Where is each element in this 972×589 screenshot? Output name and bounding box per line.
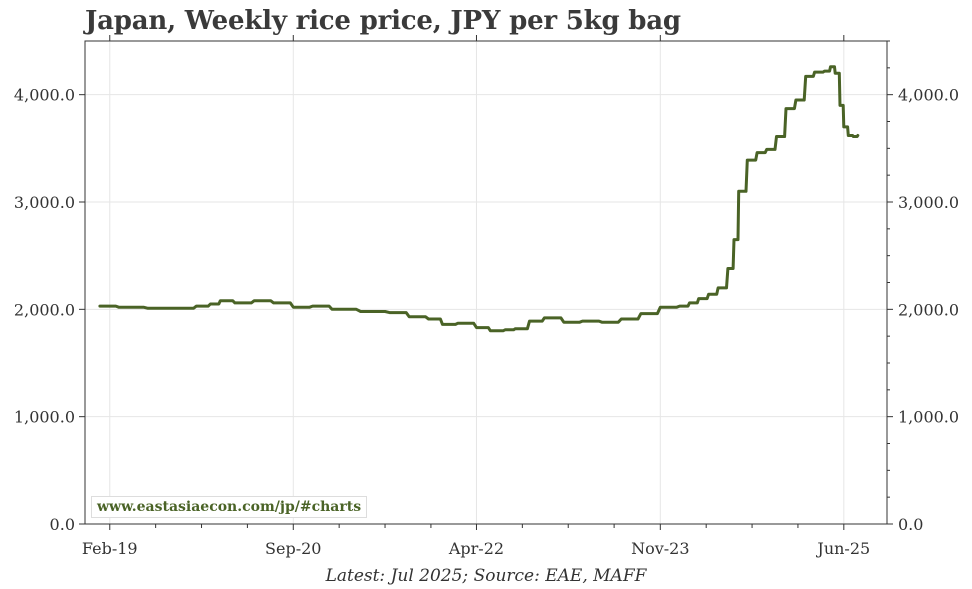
x-tick-label: Sep-20 bbox=[265, 539, 321, 558]
axis-labels: 0.0 0.0 1,000.0 1,000.0 2,000.0 2,000.0 3,000.… bbox=[14, 86, 959, 558]
series-line bbox=[98, 65, 860, 333]
y-tick-label-right: 1,000.0 bbox=[898, 408, 959, 427]
axis-ticks bbox=[79, 35, 893, 530]
y-tick-label-left: 4,000.0 bbox=[14, 86, 75, 105]
grid bbox=[85, 41, 887, 524]
y-tick-label-right: 0.0 bbox=[898, 515, 923, 534]
chart-title: Japan, Weekly rice price, JPY per 5kg ba… bbox=[85, 6, 681, 36]
x-tick-label: Jun-25 bbox=[815, 539, 870, 558]
plot-frame bbox=[84, 40, 888, 525]
watermark-badge: www.eastasiaecon.com/jp/#charts bbox=[91, 496, 368, 518]
y-tick-label-right: 3,000.0 bbox=[898, 193, 959, 212]
x-tick-label: Apr-22 bbox=[448, 539, 504, 558]
y-tick-label-right: 4,000.0 bbox=[898, 86, 959, 105]
y-tick-label-left: 2,000.0 bbox=[14, 300, 75, 319]
y-tick-label-left: 1,000.0 bbox=[14, 408, 75, 427]
y-tick-label-left: 0.0 bbox=[50, 515, 75, 534]
source-note: Latest: Jul 2025; Source: EAE, MAFF bbox=[325, 566, 647, 586]
x-tick-label: Feb-19 bbox=[82, 539, 138, 558]
y-tick-label-left: 3,000.0 bbox=[14, 193, 75, 212]
y-tick-label-right: 2,000.0 bbox=[898, 300, 959, 319]
x-tick-label: Nov-23 bbox=[631, 539, 689, 558]
